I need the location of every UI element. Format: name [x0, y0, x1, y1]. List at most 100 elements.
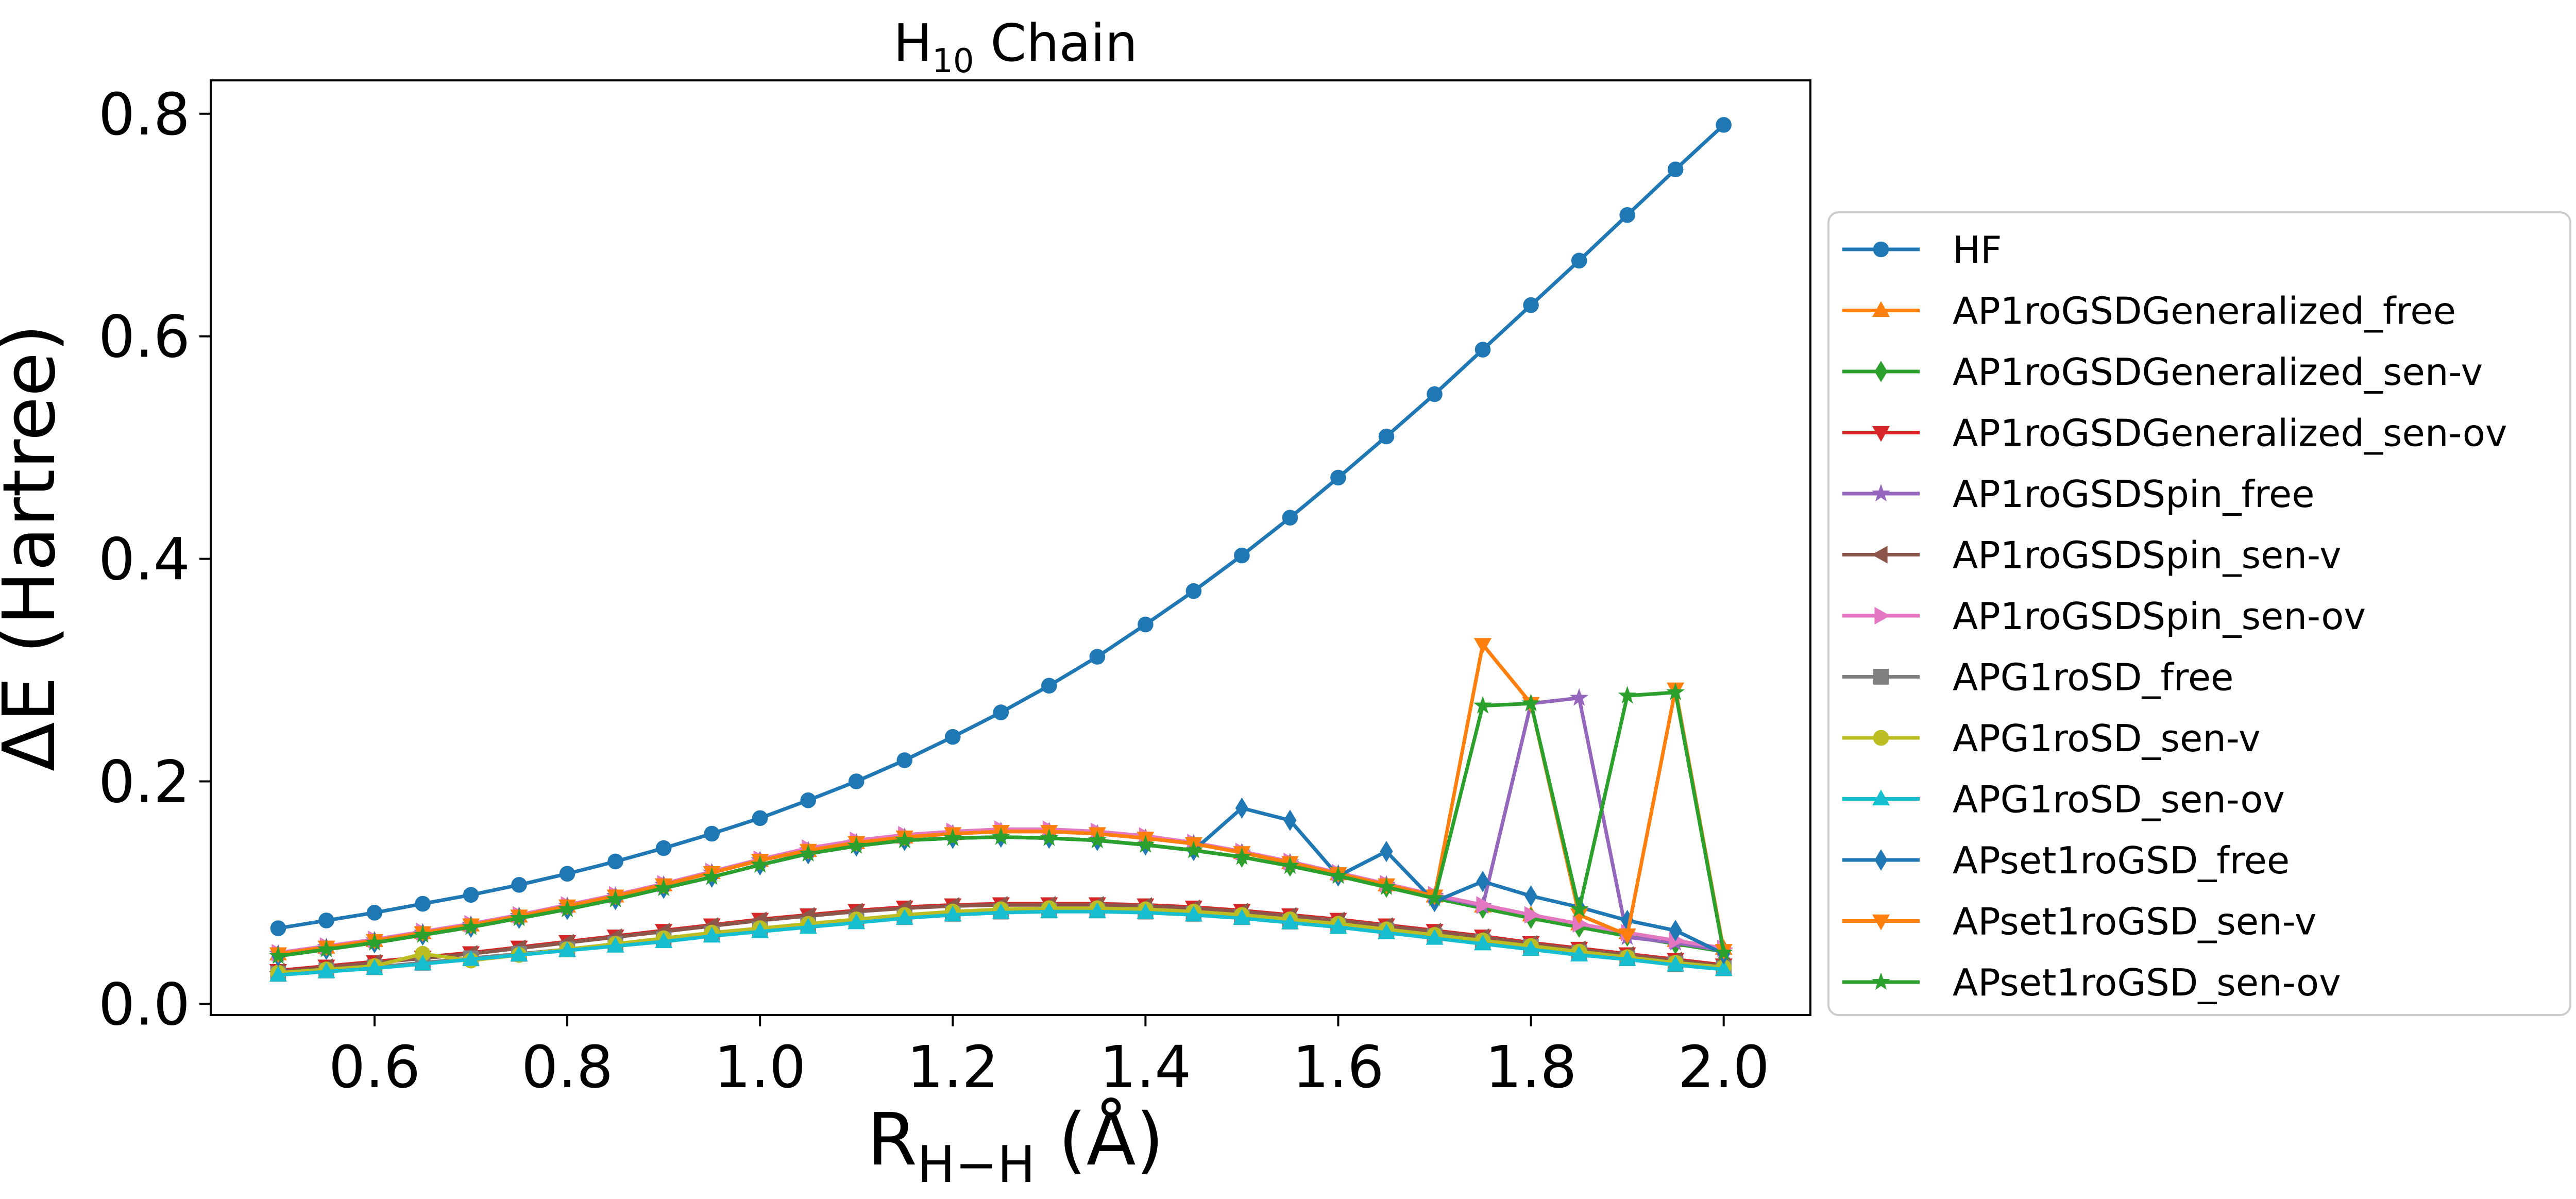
data-point-APset1roGSD_sen-ov-8 — [654, 878, 673, 897]
data-point-APG1roSD_sen-ov-0 — [269, 966, 287, 982]
data-point-HF-15 — [993, 704, 1009, 720]
data-point-APG1roSD_sen-ov-27 — [1570, 945, 1588, 961]
series-APG1roSD_sen-ov — [269, 902, 1733, 982]
data-point-APG1roSD_sen-ov-2 — [365, 959, 384, 975]
legend-marker — [1872, 426, 1890, 442]
legend-item: HF — [1842, 228, 2002, 272]
data-point-HF-18 — [1138, 616, 1154, 633]
data-point-HF-17 — [1089, 649, 1106, 665]
data-point-APset1roGSD_sen-ov-29 — [1666, 682, 1685, 700]
data-point-APset1roGSD_free-25 — [1476, 871, 1489, 892]
legend-label: APG1roSD_sen-ov — [1953, 778, 2285, 821]
legend-item: AP1roGSDSpin_free — [1842, 472, 2315, 516]
data-point-APG1roSD_sen-ov-14 — [944, 905, 962, 922]
data-point-APG1roSD_sen-ov-18 — [1137, 903, 1155, 919]
legend-label: APset1roGSD_sen-v — [1953, 900, 2316, 943]
data-point-AP1roGSDSpin_sen-ov-25 — [1476, 896, 1493, 914]
data-point-APG1roSD_sen-ov-6 — [558, 941, 577, 957]
legend-label: AP1roGSDGeneralized_sen-ov — [1953, 412, 2507, 455]
x-tick-label: 1.6 — [1292, 1034, 1384, 1101]
legend-label: APG1roSD_sen-v — [1953, 717, 2261, 760]
data-point-APset1roGSD_free-26 — [1524, 885, 1538, 907]
data-point-APset1roGSD_sen-ov-17 — [1088, 831, 1107, 849]
series-APset1roGSD_sen-ov — [269, 682, 1733, 964]
data-point-HF-30 — [1716, 117, 1732, 133]
data-point-APG1roSD_sen-ov-1 — [317, 962, 335, 978]
data-point-APset1roGSD_sen-ov-27 — [1570, 899, 1589, 918]
legend-label: AP1roGSDGeneralized_free — [1953, 290, 2456, 333]
data-point-APset1roGSD_sen-ov-6 — [558, 899, 577, 918]
x-axis-label-subscript: H−H — [917, 1136, 1036, 1194]
legend-item: APG1roSD_sen-ov — [1842, 778, 2285, 821]
y-axis-label: ΔE (Hartree) — [0, 324, 72, 771]
legend-item: AP1roGSDSpin_sen-ov — [1842, 595, 2366, 638]
plot-area — [268, 117, 1733, 982]
data-point-APset1roGSD_sen-ov-22 — [1329, 866, 1348, 884]
legend-marker — [1872, 546, 1888, 564]
data-point-APset1roGSD_sen-ov-10 — [751, 855, 770, 873]
chart-title-subscript: 10 — [932, 42, 974, 80]
data-point-APset1roGSD_sen-ov-11 — [799, 844, 818, 862]
legend-marker — [1872, 972, 1890, 990]
data-point-APG1roSD_sen-ov-22 — [1329, 918, 1347, 934]
data-point-HF-20 — [1234, 547, 1250, 564]
legend-item: APset1roGSD_free — [1842, 839, 2290, 882]
data-point-APG1roSD_sen-ov-4 — [462, 950, 480, 966]
data-point-APset1roGSD_sen-ov-30 — [1714, 943, 1733, 961]
data-point-APset1roGSD_sen-ov-14 — [943, 828, 962, 846]
x-axis-label-rest: (Å) — [1036, 1097, 1164, 1182]
data-point-HF-25 — [1475, 342, 1491, 358]
plot-frame — [210, 79, 1811, 1016]
data-point-HF-24 — [1427, 386, 1443, 402]
legend-marker — [1874, 361, 1888, 382]
x-axis: 0.6 0.8 1.0 1.2 1.4 1.6 1.8 2.0 — [329, 1015, 1770, 1101]
data-point-APset1roGSD_sen-ov-25 — [1473, 696, 1492, 714]
x-tick-label: 1.4 — [1099, 1034, 1191, 1101]
data-point-APG1roSD_sen-ov-9 — [703, 926, 721, 943]
legend-label: AP1roGSDGeneralized_sen-v — [1953, 350, 2483, 394]
legend-marker — [1874, 849, 1888, 871]
data-point-APset1roGSD_free-23 — [1380, 840, 1393, 863]
data-point-APG1roSD_sen-ov-25 — [1473, 934, 1492, 951]
data-point-HF-3 — [415, 896, 431, 912]
data-point-APset1roGSD_sen-ov-26 — [1521, 694, 1540, 712]
data-point-HF-12 — [848, 773, 865, 789]
data-point-APG1roSD_sen-ov-20 — [1233, 909, 1251, 925]
data-point-HF-8 — [655, 840, 672, 856]
data-point-APG1roSD_sen-ov-26 — [1522, 940, 1540, 956]
data-point-APG1roSD_sen-ov-13 — [895, 909, 913, 925]
data-point-HF-22 — [1330, 469, 1346, 486]
data-point-HF-26 — [1523, 297, 1539, 313]
legend-label: AP1roGSDSpin_sen-ov — [1953, 595, 2366, 638]
data-point-APG1roSD_sen-ov-8 — [655, 932, 673, 949]
series-line-AP1roGSDGeneralized_free — [278, 830, 1724, 956]
chart-title: H10 Chain — [893, 13, 1138, 80]
legend-label: HF — [1953, 228, 2002, 272]
data-point-APG1roSD_sen-ov-5 — [510, 945, 528, 961]
data-point-HF-0 — [270, 920, 286, 936]
x-axis-label-base: R — [867, 1098, 917, 1182]
data-point-APset1roGSD_sen-v-25 — [1473, 638, 1492, 654]
legend-label: APset1roGSD_sen-ov — [1953, 961, 2341, 1004]
data-point-APG1roSD_sen-ov-24 — [1426, 928, 1444, 945]
data-point-HF-9 — [704, 825, 720, 842]
data-point-APG1roSD_sen-ov-7 — [606, 937, 624, 953]
legend-frame — [1827, 211, 2571, 1016]
data-point-APG1roSD_sen-ov-16 — [1040, 902, 1058, 918]
data-point-APset1roGSD_sen-ov-21 — [1281, 856, 1299, 874]
data-point-HF-6 — [559, 866, 575, 882]
data-point-APset1roGSD_sen-ov-5 — [510, 908, 529, 926]
data-point-HF-21 — [1282, 510, 1298, 526]
data-point-APG1roSD_sen-ov-21 — [1281, 913, 1299, 930]
legend-marker — [1874, 606, 1890, 625]
legend-item: AP1roGSDGeneralized_free — [1842, 290, 2456, 333]
legend-item: AP1roGSDSpin_sen-v — [1842, 534, 2342, 577]
legend-entries: HF AP1roGSDGeneralized_free AP1roGSDGenera… — [1842, 228, 2507, 1004]
legend-item: AP1roGSDGeneralized_sen-ov — [1842, 412, 2507, 455]
data-point-APset1roGSD_sen-v-28 — [1618, 928, 1636, 944]
data-point-APG1roSD_sen-ov-10 — [751, 922, 769, 938]
x-tick-label: 0.6 — [329, 1034, 420, 1101]
data-point-HF-7 — [607, 853, 623, 870]
data-point-APG1roSD_sen-ov-28 — [1618, 950, 1636, 966]
data-point-APset1roGSD_sen-ov-16 — [1040, 828, 1059, 846]
